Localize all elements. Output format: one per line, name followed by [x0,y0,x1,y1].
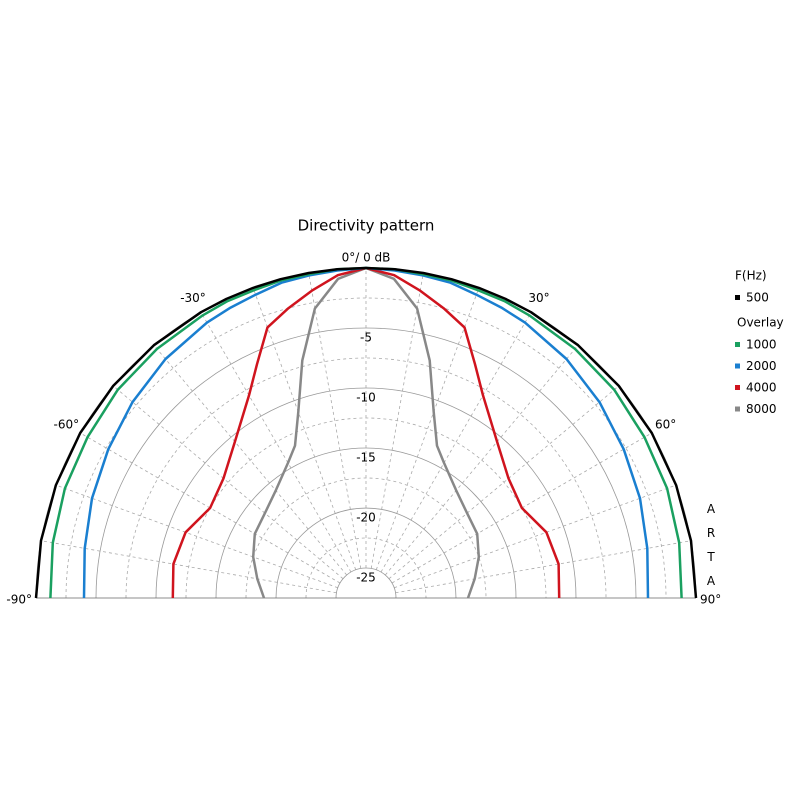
spoke [252,287,357,570]
spoke [394,484,677,589]
angle-tick-label: -60° [54,418,80,432]
angle-tick-label: 60° [655,418,676,432]
minor-ring [125,357,607,599]
legend-swatch [735,342,740,347]
grid-ring [335,567,397,599]
angle-tick-label: 30° [528,291,549,305]
watermark: ARTA [704,502,718,598]
r-tick-label: -25 [356,571,376,585]
series-line [34,266,698,599]
grid-ring [95,327,637,599]
r-tick-label: -10 [356,391,376,405]
legend-label: 500 [746,291,769,305]
angle-tick-label: -30° [180,291,206,305]
legend-label: 2000 [746,359,777,373]
grid-ring [155,387,577,599]
legend-group: Overlay [737,316,784,330]
spoke [112,385,344,580]
legend-title: F(Hz) [735,269,767,283]
spoke [308,272,362,569]
angle-tick-label: 90° [700,593,721,607]
legend-swatch [735,385,740,390]
r-tick-label: 0°/ 0 dB [342,251,391,265]
r-tick-label: -15 [356,451,376,465]
legend-label: 8000 [746,402,777,416]
legend-label: 4000 [746,381,777,395]
legend-swatch [735,295,740,300]
r-tick-label: -20 [356,511,376,525]
spoke [375,287,480,570]
grid-ring [215,447,517,599]
angle-tick-label: -90° [6,593,32,607]
spoke [395,540,692,594]
minor-ring [185,417,547,599]
grid-ring [275,507,457,599]
legend-label: 1000 [746,338,777,352]
r-tick-label: -5 [360,331,372,345]
minor-ring [245,477,487,599]
spoke [380,312,532,573]
chart-title: Directivity pattern [298,217,435,235]
legend-swatch [735,406,740,412]
legend-swatch [735,363,740,369]
minor-ring [65,297,667,599]
